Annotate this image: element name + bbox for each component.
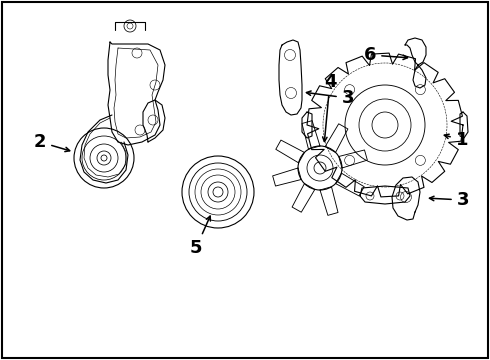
Text: 1: 1 [444, 131, 468, 149]
Text: 3: 3 [429, 191, 469, 209]
Text: 6: 6 [364, 46, 408, 64]
Text: 5: 5 [190, 216, 210, 257]
Text: 3: 3 [306, 89, 354, 107]
Text: 2: 2 [34, 133, 70, 152]
Text: 4: 4 [322, 73, 336, 141]
